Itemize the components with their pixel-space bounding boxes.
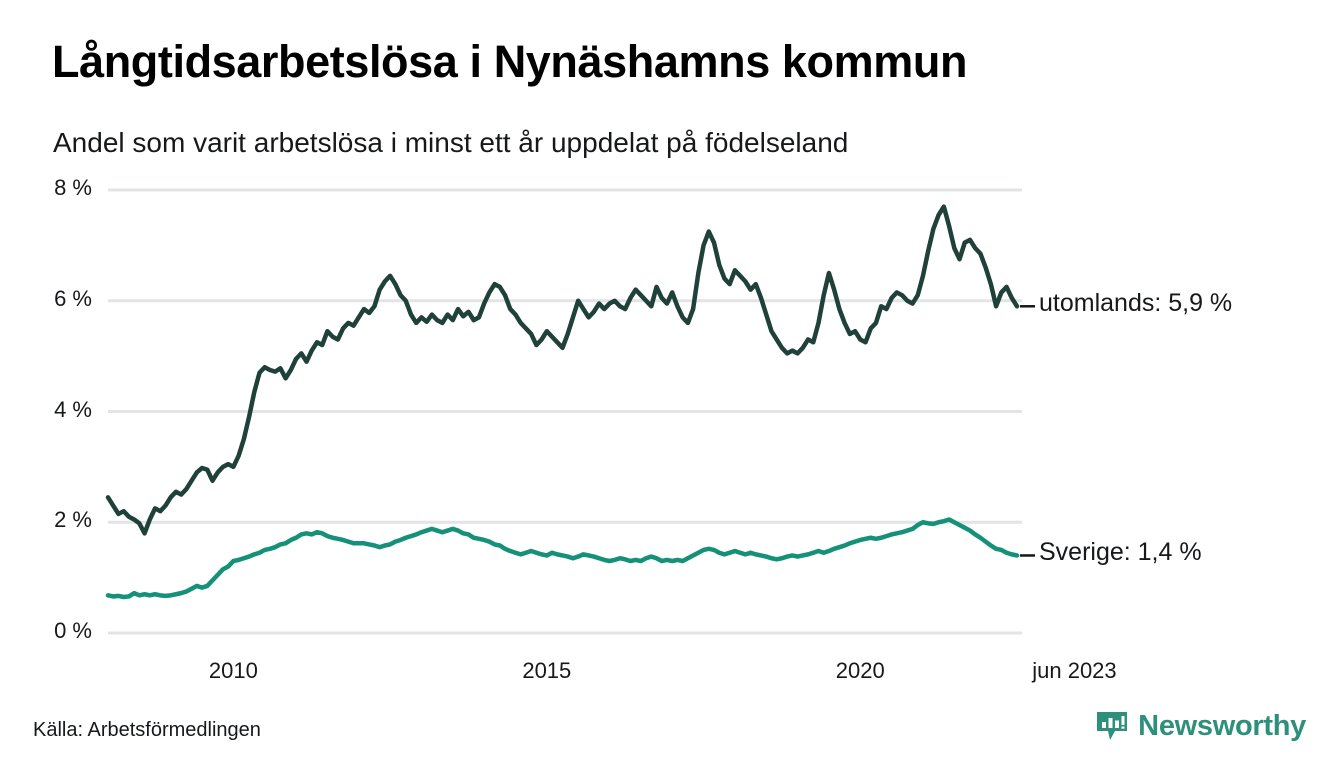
- series-label-utomlands: utomlands: 5,9 %: [1039, 289, 1233, 318]
- label-connectors: [1020, 305, 1035, 557]
- source-note: Källa: Arbetsförmedlingen: [33, 719, 261, 741]
- bar-chart-speech-bubble-icon: [1097, 712, 1128, 740]
- page-title: Långtidsarbetslösa i Nynäshamns kommun: [52, 36, 968, 87]
- gridlines: [108, 188, 1022, 635]
- y-axis-tick-label: 6 %: [54, 285, 92, 311]
- brand-name: Newsworthy: [1138, 709, 1306, 742]
- series-lines: [105, 204, 1020, 600]
- y-axis-tick-label: 8 %: [54, 175, 92, 200]
- y-axis-tick-label: 0 %: [54, 618, 92, 643]
- series-label-sverige: Sverige: 1,4 %: [1039, 538, 1202, 567]
- brand-logo: Newsworthy: [1095, 709, 1306, 743]
- x-axis-tick-label: 2015: [522, 658, 572, 683]
- y-axis-tick-label: 4 %: [54, 396, 92, 422]
- x-axis-tick-label: jun 2023: [1032, 658, 1117, 683]
- series-line-sverige: [105, 517, 1020, 600]
- x-axis-tick-label: 2020: [835, 658, 885, 683]
- series-line-utomlands: [105, 204, 1020, 536]
- page-subtitle: Andel som varit arbetslösa i minst ett å…: [53, 127, 849, 158]
- x-axis-tick-label: 2010: [208, 658, 258, 683]
- y-axis-tick-label: 2 %: [54, 507, 92, 533]
